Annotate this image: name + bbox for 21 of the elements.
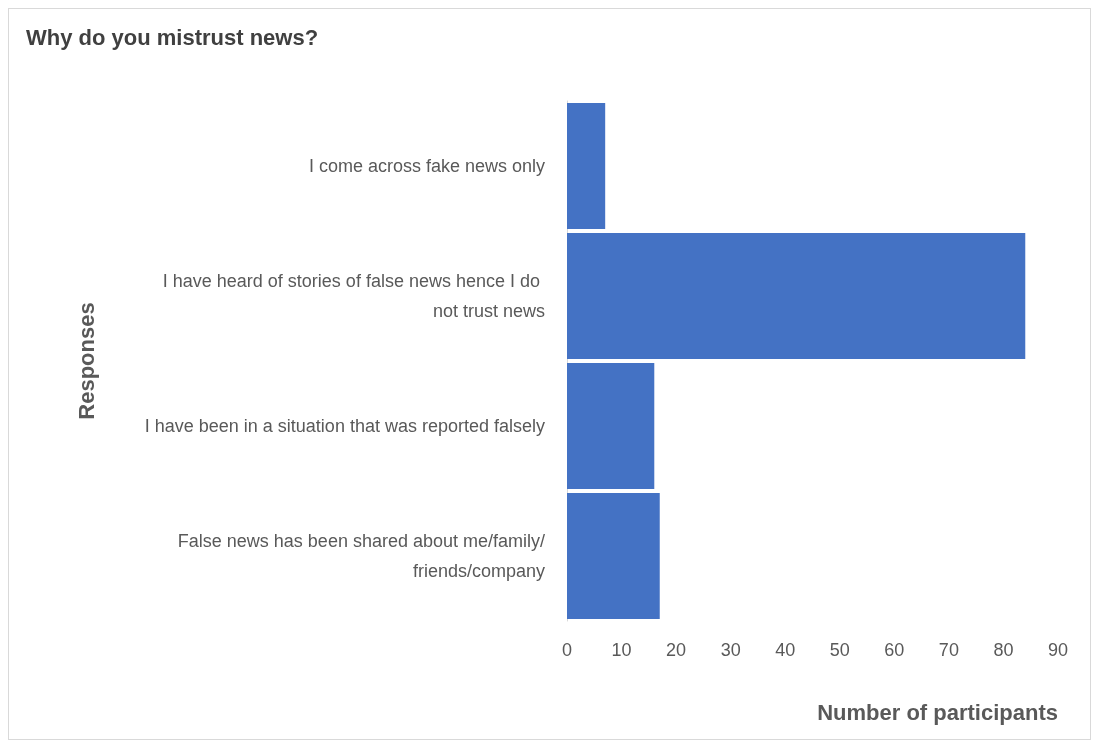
y-tick-label: False news has been shared about me/family/friends/company: [177, 531, 545, 581]
y-tick-label: I have heard of stories of false news hence I do not trust news: [162, 271, 545, 321]
bar: [567, 232, 1026, 360]
x-tick-label: 70: [938, 640, 959, 660]
bar: [567, 492, 660, 620]
x-tick-label: 30: [720, 640, 741, 660]
y-tick-label: I have been in a situation that was reported falsely: [144, 416, 545, 436]
x-tick-label: 20: [666, 640, 687, 660]
bar: [567, 102, 606, 230]
x-tick-label: 60: [884, 640, 905, 660]
x-tick-label: 40: [775, 640, 796, 660]
x-tick-label: 10: [611, 640, 632, 660]
text: Why do you mistrust news?: [26, 24, 319, 50]
x-tick-label: 90: [1047, 640, 1069, 660]
x-tick-label: 0: [561, 640, 573, 660]
x-axis-title: Number of participants: [817, 699, 1058, 725]
x-tick-label: 80: [993, 640, 1014, 660]
x-tick-label: 50: [829, 640, 850, 660]
y-axis-title: Responses: [73, 302, 99, 420]
y-tick-label: I come across fake news only: [308, 156, 545, 176]
bar: [567, 362, 655, 490]
